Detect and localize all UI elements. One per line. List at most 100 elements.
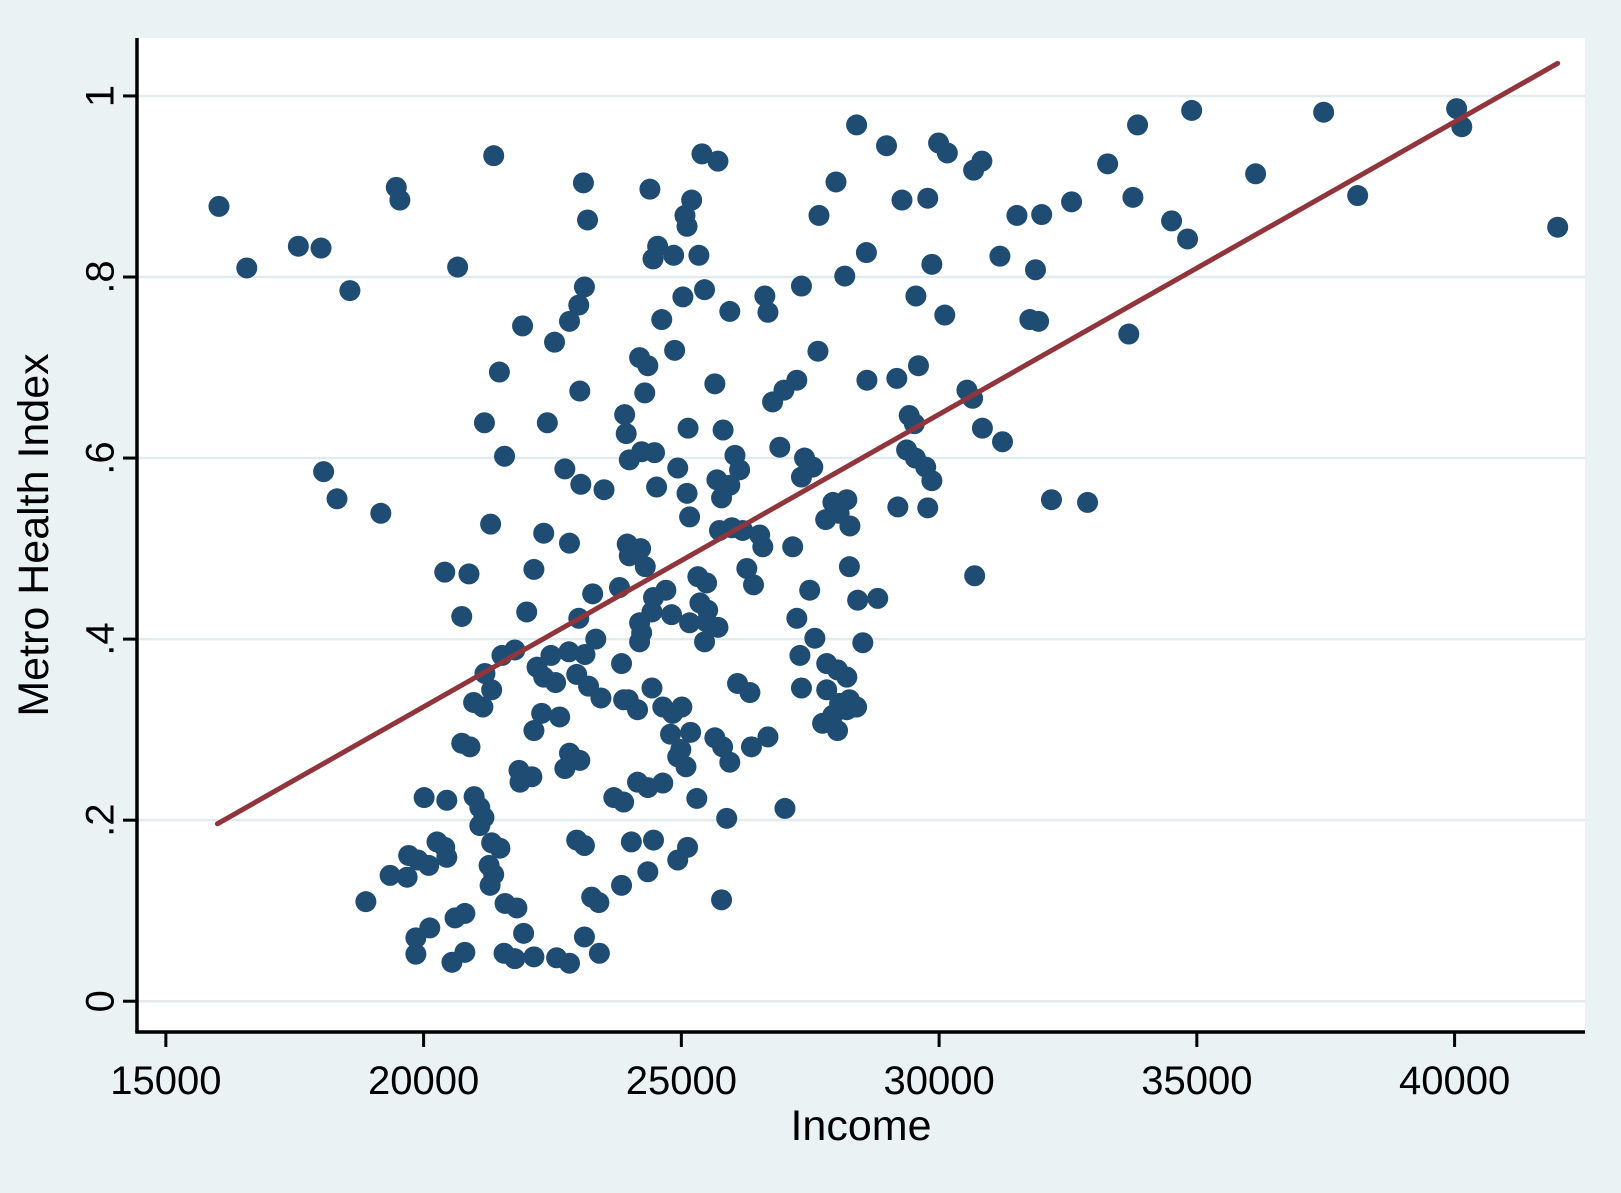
data-point: [662, 702, 684, 724]
data-point: [782, 536, 804, 558]
data-point: [736, 557, 758, 579]
data-point: [743, 574, 765, 596]
data-point: [1245, 163, 1267, 185]
data-point: [554, 758, 576, 780]
data-point: [573, 835, 595, 857]
data-point: [637, 355, 659, 377]
data-point: [593, 479, 615, 501]
data-point: [313, 461, 335, 483]
data-point: [558, 532, 580, 554]
data-point: [696, 572, 718, 594]
data-point: [569, 380, 591, 402]
data-point: [326, 488, 348, 510]
x-tick-label: 15000: [110, 1059, 221, 1103]
data-point: [827, 720, 849, 742]
data-point: [310, 237, 332, 259]
data-point: [434, 561, 456, 583]
data-point: [917, 497, 939, 519]
data-point: [523, 946, 545, 968]
data-point: [447, 256, 469, 278]
data-point: [790, 466, 812, 488]
data-point: [790, 275, 812, 297]
data-point: [852, 632, 874, 654]
data-point: [1181, 99, 1203, 121]
data-point: [582, 583, 604, 605]
data-point: [816, 679, 838, 701]
data-point: [1028, 310, 1050, 332]
data-point: [489, 837, 511, 859]
data-point: [921, 470, 943, 492]
data-point: [836, 666, 858, 688]
data-point: [615, 423, 637, 445]
data-point: [992, 431, 1014, 453]
data-point: [523, 720, 545, 742]
data-point: [655, 579, 677, 601]
data-point: [611, 653, 633, 675]
data-point: [664, 339, 686, 361]
data-point: [834, 265, 856, 287]
data-point: [473, 412, 495, 434]
data-point: [481, 679, 503, 701]
y-tick-label: .6: [79, 441, 123, 474]
data-point: [769, 436, 791, 458]
data-point: [627, 699, 649, 721]
data-point: [757, 301, 779, 323]
data-point: [646, 476, 668, 498]
data-point: [436, 846, 458, 868]
x-tick-label: 35000: [1141, 1059, 1252, 1103]
data-point: [458, 563, 480, 585]
x-tick-label: 30000: [883, 1059, 994, 1103]
data-point: [686, 787, 708, 809]
data-point: [934, 304, 956, 326]
data-point: [506, 897, 528, 919]
data-point: [545, 672, 567, 694]
data-point: [641, 601, 663, 623]
scatter-points: [208, 98, 1569, 974]
data-point: [634, 556, 656, 578]
data-point: [661, 604, 683, 626]
data-point: [651, 309, 673, 331]
y-tick-label: .4: [79, 622, 123, 655]
data-point: [287, 235, 309, 257]
data-point: [1547, 216, 1569, 238]
data-point: [558, 952, 580, 974]
data-point: [964, 565, 986, 587]
data-point: [711, 889, 733, 911]
data-point: [1061, 191, 1083, 213]
data-point: [488, 361, 510, 383]
data-point: [886, 367, 908, 389]
data-point: [680, 721, 702, 743]
data-point: [838, 556, 860, 578]
x-tick-label: 40000: [1399, 1059, 1510, 1103]
data-point: [544, 331, 566, 353]
data-point: [504, 948, 526, 970]
data-point: [642, 248, 664, 270]
data-point: [472, 696, 494, 718]
data-point: [208, 195, 230, 217]
data-point: [660, 723, 682, 745]
data-point: [807, 340, 829, 362]
data-point: [688, 244, 710, 266]
data-point: [379, 864, 401, 886]
data-point: [963, 159, 985, 181]
data-point: [641, 677, 663, 699]
data-point: [568, 294, 590, 316]
data-point: [876, 135, 898, 157]
data-point: [370, 502, 392, 524]
data-point: [719, 300, 741, 322]
data-point: [418, 854, 440, 876]
data-point: [1347, 185, 1369, 207]
data-point: [1077, 491, 1099, 513]
data-point: [679, 612, 701, 634]
data-point: [663, 244, 685, 266]
data-point: [855, 242, 877, 264]
data-point: [808, 204, 830, 226]
data-point: [672, 286, 694, 308]
data-point: [1446, 98, 1468, 120]
y-axis-title: Metro Health Index: [10, 353, 58, 717]
data-point: [1024, 259, 1046, 281]
data-point: [574, 643, 596, 665]
data-point: [614, 404, 636, 426]
y-axis-ticks: [123, 94, 137, 1003]
data-point: [676, 482, 698, 504]
